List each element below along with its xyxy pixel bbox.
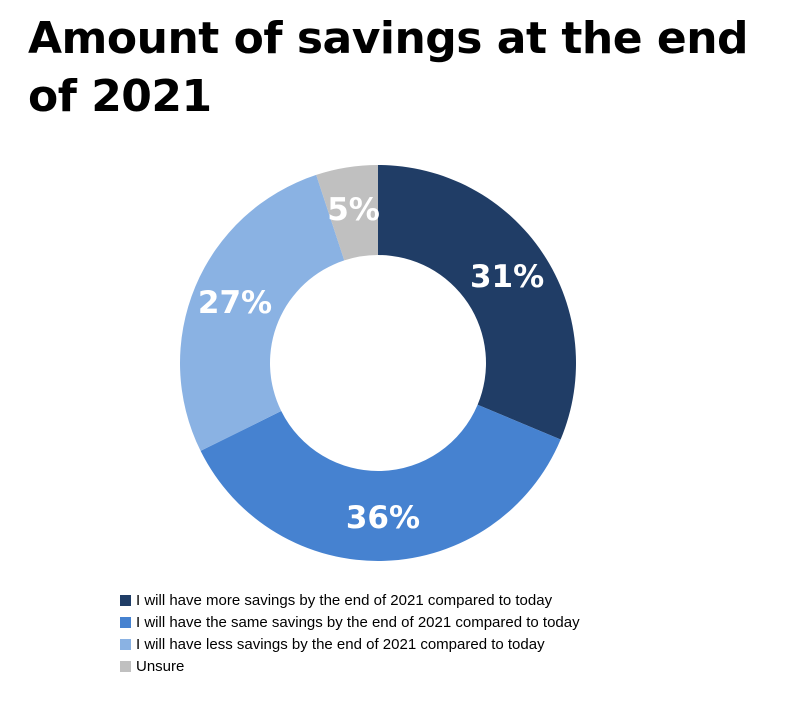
- slice-data-label-1: 31%: [470, 259, 544, 295]
- donut-slice-1: [378, 165, 576, 440]
- donut-slice-2: [200, 404, 561, 561]
- legend-swatch-3: [120, 638, 131, 650]
- legend-label-1: I will have more savings by the end of 2…: [136, 591, 553, 609]
- slice-data-label-4: 5%: [327, 192, 380, 228]
- legend-swatch-2: [120, 616, 131, 628]
- legend-label-2: I will have the same savings by the end …: [136, 613, 580, 631]
- legend-label-4: Unsure: [136, 657, 185, 675]
- chart-legend: I will have more savings by the end of 2…: [120, 589, 580, 677]
- legend-swatch-1: [120, 594, 131, 606]
- legend-item-1: I will have more savings by the end of 2…: [120, 589, 580, 611]
- legend-item-4: Unsure: [120, 655, 580, 677]
- donut-slice-4: [316, 165, 378, 261]
- slice-data-label-2: 36%: [346, 500, 420, 536]
- slice-data-label-3: 27%: [198, 285, 272, 321]
- donut-slices: [180, 165, 576, 561]
- legend-label-3: I will have less savings by the end of 2…: [136, 635, 545, 653]
- legend-swatch-4: [120, 660, 131, 672]
- donut-slice-3: [180, 174, 345, 451]
- donut-chart: 31% 36% 27% 5%: [180, 165, 576, 561]
- legend-item-2: I will have the same savings by the end …: [120, 611, 580, 633]
- donut-slice-labels: 31% 36% 27% 5%: [198, 192, 544, 536]
- legend-item-3: I will have less savings by the end of 2…: [120, 633, 580, 655]
- chart-title: Amount of savings at the end of 2021: [28, 13, 749, 122]
